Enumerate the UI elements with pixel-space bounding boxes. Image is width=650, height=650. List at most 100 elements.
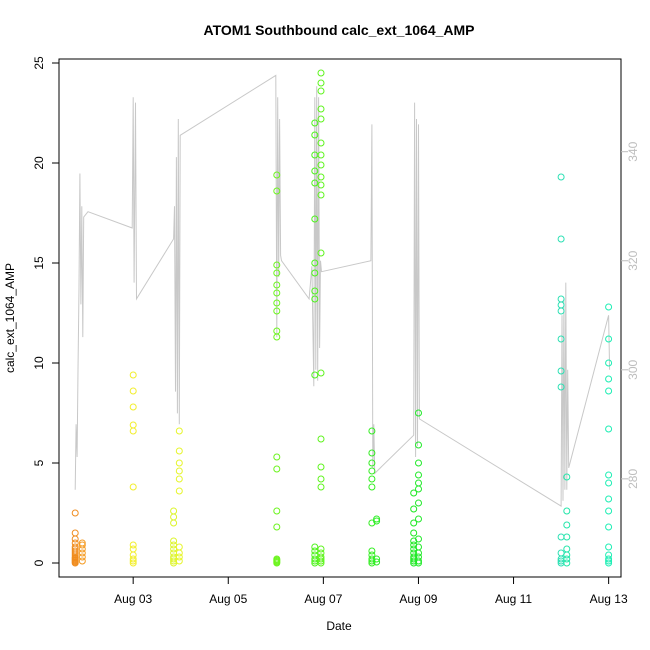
data-point: [175, 427, 183, 435]
data-point: [175, 459, 183, 467]
x-tick-label: Aug 13: [590, 592, 628, 606]
data-point: [605, 359, 613, 367]
data-point: [311, 287, 319, 295]
data-point: [273, 171, 281, 179]
data-point: [368, 483, 376, 491]
data-point: [317, 557, 325, 565]
data-point: [71, 543, 79, 551]
data-point: [129, 387, 137, 395]
data-point: [71, 509, 79, 517]
data-point: [273, 187, 281, 195]
data-point: [557, 307, 565, 315]
data-point: [311, 167, 319, 175]
data-point: [415, 409, 422, 417]
data-point: [563, 559, 571, 567]
data-point: [129, 371, 137, 379]
data-point: [557, 367, 565, 375]
data-point: [415, 441, 422, 449]
data-point: [175, 549, 183, 557]
data-point: [605, 479, 613, 487]
data-point: [129, 427, 137, 435]
data-point: [129, 551, 137, 559]
data-point: [368, 475, 376, 483]
data-point: [170, 519, 178, 527]
data-point: [557, 173, 565, 181]
data-point: [175, 487, 183, 495]
data-point: [373, 558, 381, 566]
data-point: [415, 557, 422, 565]
data-point: [415, 543, 422, 551]
data-point: [557, 335, 565, 343]
data-point: [563, 555, 571, 563]
y2-tick-label: 340: [626, 141, 640, 161]
data-point: [605, 507, 613, 515]
data-point: [563, 533, 571, 541]
data-point: [317, 463, 325, 471]
data-point: [311, 259, 319, 267]
data-point: [605, 523, 613, 531]
data-point: [78, 541, 86, 549]
data-point: [563, 545, 571, 553]
data-point: [317, 115, 325, 123]
data-point: [317, 105, 325, 113]
data-point: [175, 467, 183, 475]
data-point: [78, 557, 86, 565]
data-point: [317, 483, 325, 491]
data-point: [311, 269, 319, 277]
data-point: [563, 507, 571, 515]
data-point: [410, 505, 418, 513]
data-point: [175, 553, 183, 561]
data-point: [605, 543, 613, 551]
x-axis: Aug 03 Aug 05 Aug 07 Aug 09 Aug 11 Aug 13: [114, 577, 628, 606]
data-point: [415, 485, 422, 493]
data-point: [311, 119, 319, 127]
data-point: [605, 551, 613, 559]
data-point: [368, 519, 376, 527]
data-point: [317, 435, 325, 443]
data-point: [273, 523, 281, 531]
data-point: [415, 515, 422, 523]
data-point: [273, 299, 281, 307]
data-point: [311, 295, 319, 303]
data-point: [368, 427, 376, 435]
data-point: [563, 551, 571, 559]
data-point: [175, 543, 183, 551]
data-point: [273, 307, 281, 315]
data-point: [317, 549, 325, 557]
y-tick-label: 20: [32, 156, 46, 170]
x-tick-label: Aug 11: [495, 592, 532, 606]
x-tick-label: Aug 03: [114, 592, 152, 606]
x-tick-label: Aug 05: [209, 592, 247, 606]
data-point: [311, 551, 319, 559]
data-point: [129, 403, 137, 411]
y-axis: 0 5 10 15 20 25: [32, 56, 59, 566]
data-point: [317, 69, 325, 77]
y-tick-label: 5: [32, 459, 46, 466]
data-point: [129, 545, 137, 553]
data-point: [78, 553, 86, 561]
data-point: [317, 545, 325, 553]
data-point: [71, 535, 79, 543]
data-point: [311, 543, 319, 551]
data-point: [78, 539, 86, 547]
data-point: [410, 529, 418, 537]
data-point: [410, 549, 418, 557]
y-tick-label: 25: [32, 56, 46, 70]
y-tick-label: 0: [32, 559, 46, 566]
y2-tick-label: 320: [626, 250, 640, 270]
data-point: [273, 269, 281, 277]
data-point: [311, 179, 319, 187]
y-axis-label: calc_ext_1064_AMP: [3, 263, 17, 373]
data-point: [175, 447, 183, 455]
data-point: [415, 499, 422, 507]
data-point: [311, 547, 319, 555]
data-point: [557, 549, 565, 557]
data-point: [415, 471, 422, 479]
data-point: [373, 517, 381, 525]
data-point: [410, 553, 418, 561]
data-point: [71, 529, 79, 537]
data-point: [311, 215, 319, 223]
data-point: [273, 507, 281, 515]
data-point: [317, 173, 325, 181]
